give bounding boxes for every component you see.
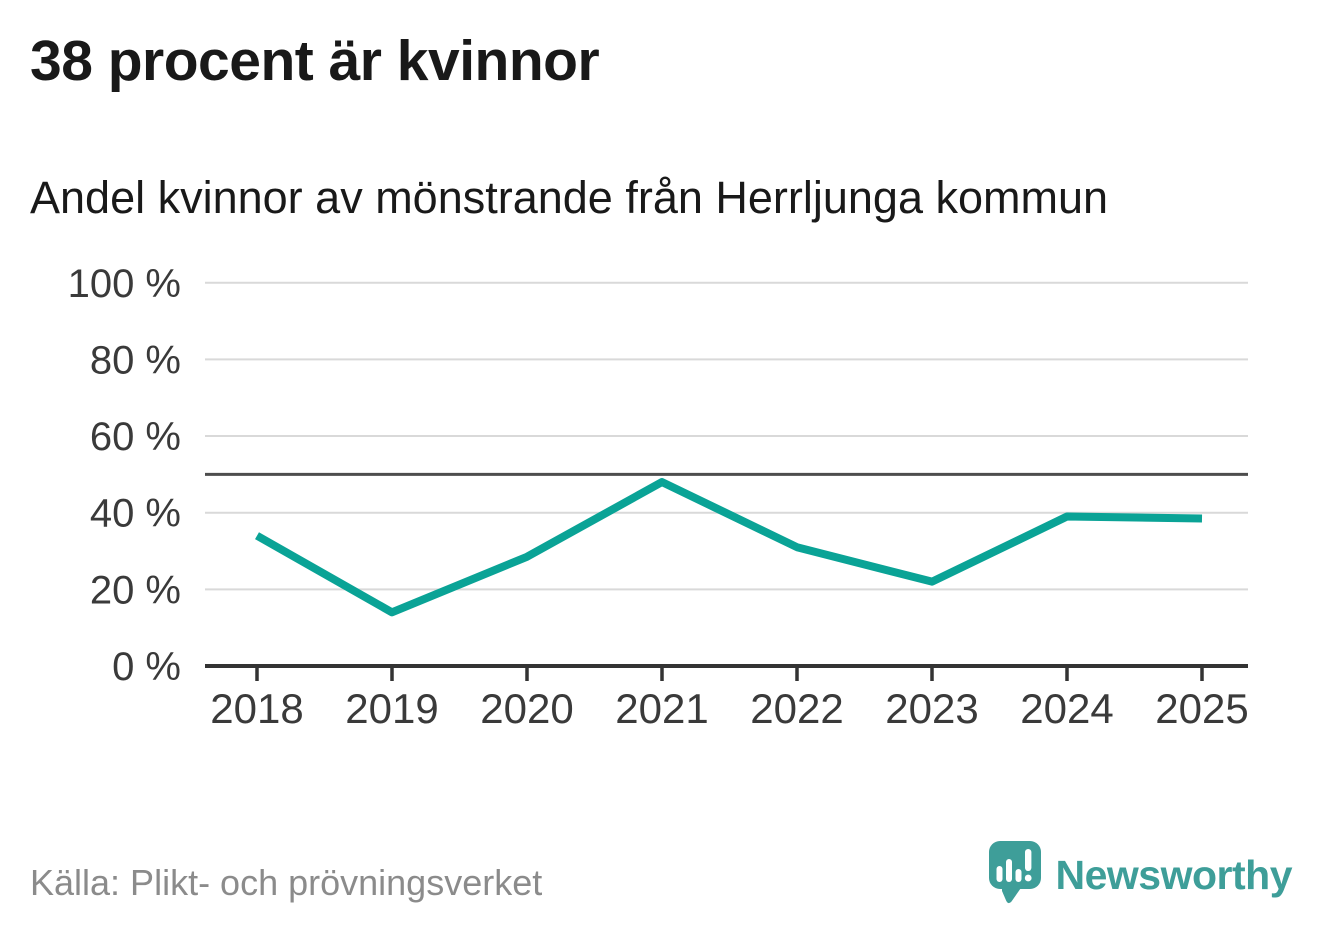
x-tick-label-2020: 2020 <box>480 685 573 732</box>
x-tick-label-2023: 2023 <box>885 685 978 732</box>
y-tick-label-20: 20 % <box>90 568 181 612</box>
source-note: Källa: Plikt- och prövningsverket <box>30 862 543 903</box>
y-tick-label-100: 100 % <box>68 262 181 306</box>
x-tick-label-2022: 2022 <box>750 685 843 732</box>
brand-logo: Newsworthy <box>988 841 1293 910</box>
x-tick-label-2021: 2021 <box>615 685 708 732</box>
brand-name: Newsworthy <box>1055 852 1293 898</box>
y-tick-label-60: 60 % <box>90 415 181 459</box>
line-chart: 0 % 20 % 40 % 60 % 80 % 100 % 2018 2019 2020 2021… <box>0 250 1322 750</box>
x-tick-label-2019: 2019 <box>345 685 438 732</box>
x-tick-label-2025: 2025 <box>1155 685 1248 732</box>
x-tick-label-2024: 2024 <box>1020 685 1113 732</box>
newsworthy-speech-bubble-bar-chart-icon <box>988 841 1041 910</box>
y-tick-label-80: 80 % <box>90 338 181 382</box>
y-tick-label-0: 0 % <box>112 645 181 689</box>
x-tick-label-2018: 2018 <box>210 685 303 732</box>
line-chart-svg: 0 % 20 % 40 % 60 % 80 % 100 % 2018 2019 2020 2021… <box>68 262 1249 732</box>
chart-subtitle: Andel kvinnor av mönstrande från Herrlju… <box>30 172 1109 223</box>
data-line-0 <box>255 478 1203 617</box>
page-title: 38 procent är kvinnor <box>30 29 600 93</box>
y-tick-label-40: 40 % <box>90 492 181 536</box>
